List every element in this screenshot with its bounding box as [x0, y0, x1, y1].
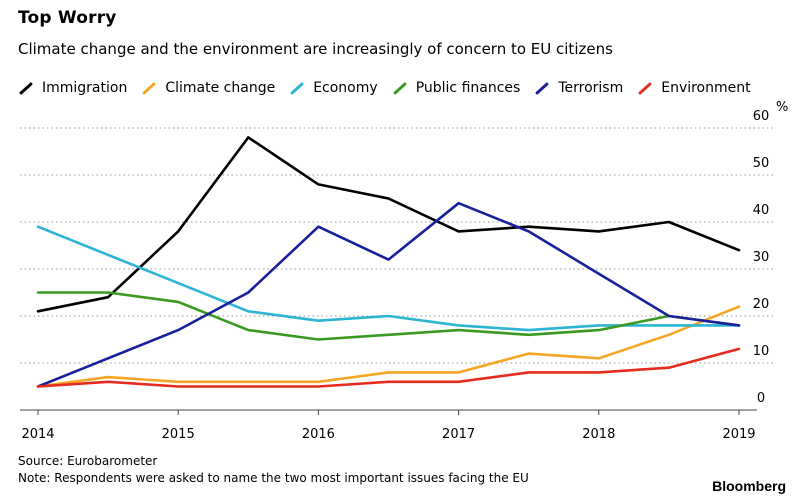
x-tick-label-2018: 2018	[582, 427, 615, 442]
series-line-immigration	[36, 136, 741, 313]
x-tick-label-2019: 2019	[722, 427, 755, 442]
y-tick-label-20: 20	[753, 297, 770, 312]
footnote: Note: Respondents were asked to name the…	[18, 471, 529, 485]
source-note: Source: Eurobarometer	[18, 454, 158, 468]
y-tick-label-60: 60	[753, 109, 770, 124]
series-line-environment	[36, 347, 741, 388]
legend-label-economy: Economy	[313, 80, 378, 96]
legend-label-public-finances: Public finances	[415, 80, 521, 96]
series-line-economy	[36, 225, 741, 332]
legend-item-immigration: Immigration	[18, 80, 127, 96]
legend-label-environment: Environment	[661, 80, 751, 96]
percent-unit-label: %	[776, 100, 789, 115]
chart-title: Top Worry	[18, 8, 117, 28]
y-tick-label-0: 0	[757, 391, 765, 406]
legend-item-climate-change: Climate change	[141, 80, 275, 96]
legend-item-economy: Economy	[289, 80, 378, 96]
series-line-public-finances	[36, 291, 741, 341]
legend-item-terrorism: Terrorism	[534, 80, 623, 96]
bloomberg-logo: Bloomberg	[712, 478, 786, 494]
legend-item-environment: Environment	[637, 80, 751, 96]
legend-label-terrorism: Terrorism	[558, 80, 624, 96]
legend: Immigration Climate change Economy Publi…	[18, 80, 765, 96]
y-tick-label-50: 50	[753, 156, 770, 171]
series-line-terrorism	[36, 201, 741, 388]
legend-item-public-finances: Public finances	[392, 80, 521, 96]
x-tick-label-2017: 2017	[442, 427, 475, 442]
chart-subtitle: Climate change and the environment are i…	[18, 40, 613, 58]
x-tick-label-2014: 2014	[21, 427, 54, 442]
x-tick-label-2016: 2016	[302, 427, 335, 442]
y-tick-label-30: 30	[753, 250, 770, 265]
y-tick-label-10: 10	[753, 344, 770, 359]
legend-label-immigration: Immigration	[42, 80, 128, 96]
y-tick-label-40: 40	[753, 203, 770, 218]
legend-label-climate-change: Climate change	[165, 80, 276, 96]
series-line-climate-change	[36, 305, 741, 388]
x-tick-label-2015: 2015	[162, 427, 195, 442]
